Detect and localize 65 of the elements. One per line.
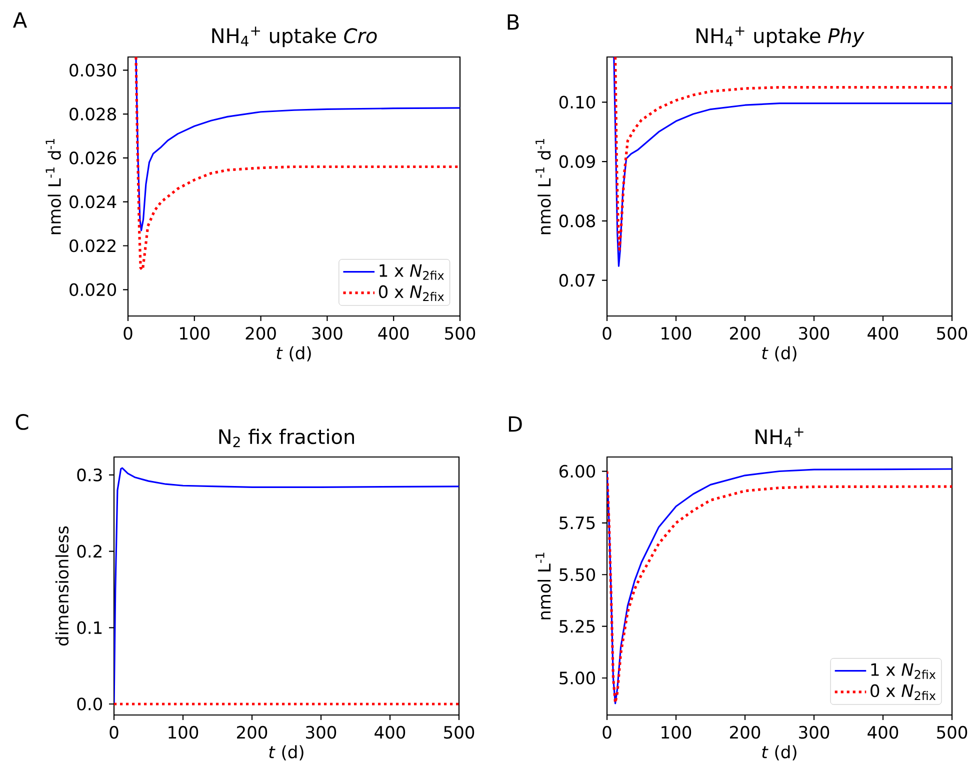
y-tick-label: 6.00	[559, 464, 596, 478]
y-tick-label: 0.3	[77, 468, 102, 482]
x-tick-label: 400	[374, 726, 406, 739]
x-tick-label: 0	[602, 326, 612, 340]
y-tick-label: 5.25	[560, 620, 595, 633]
chart-title: N$_{2}$ fix fraction	[219, 428, 354, 448]
text: A	[12, 12, 28, 28]
y-tick-label: 0.09	[559, 155, 595, 168]
x-tick-label: 500	[444, 726, 474, 739]
y-tick-label: 0.07	[559, 274, 595, 287]
x-tick-label: 0	[124, 326, 132, 340]
chart-title: NH$_{4}$$^{+}$ uptake Cro	[212, 26, 377, 48]
line-series	[114, 467, 459, 705]
legend-label: 0 x N$_{2fix}$	[870, 684, 936, 700]
x-tick-label: 200	[246, 326, 276, 340]
x-tick-label: 400	[868, 326, 898, 340]
y-tick-label: 0.022	[70, 239, 116, 252]
y-tick-label: 0.026	[70, 152, 116, 164]
y-axis-title: nmol L$^{-1}$ d$^{-1}$	[46, 138, 61, 234]
x-tick-label: 500	[937, 326, 968, 340]
x-tick-label: 200	[730, 726, 760, 739]
y-axis-title: nmol L$^{-1}$ d$^{-1}$	[536, 138, 551, 234]
x-tick-label: 100	[180, 326, 210, 340]
x-axis-title: t (d)	[762, 346, 796, 362]
y-tick-label: 0.028	[70, 108, 116, 120]
x-tick-label: 400	[378, 326, 409, 340]
text: B	[508, 14, 519, 30]
chart-title: NH$_{4}$+	[756, 428, 804, 448]
x-tick-label: 0	[110, 726, 118, 739]
y-tick-label: 5.50	[560, 568, 596, 582]
x-tick-label: 400	[868, 726, 898, 739]
x-tick-label: 200	[730, 326, 760, 340]
x-tick-label: 300	[312, 326, 342, 340]
x-axis-title: t (d)	[276, 346, 311, 362]
line-series	[135, 56, 460, 232]
x-tick-label: 500	[937, 726, 968, 739]
x-tick-label: 200	[237, 726, 268, 739]
y-tick-label: 0.020	[70, 283, 116, 296]
legend-label: 0 x N$_{2fix}$	[378, 285, 444, 301]
y-tick-label: 0.1	[77, 621, 102, 634]
x-tick-label: 100	[662, 326, 692, 340]
x-axis-title: t (d)	[269, 745, 304, 760]
x-tick-label: 300	[799, 726, 830, 739]
x-tick-label: 300	[306, 726, 336, 739]
y-tick-label: 0.024	[70, 195, 116, 208]
y-tick-label: 0.10	[559, 96, 596, 109]
y-tick-label: 5.00	[560, 672, 596, 684]
y-axis-title: nmol L$^{-1}$	[536, 552, 551, 620]
legend-label: 1 x N$_{2fix}$	[380, 264, 444, 280]
text: C	[16, 414, 28, 430]
y-tick-label: 0.030	[70, 64, 116, 77]
x-tick-label: 0	[602, 726, 612, 739]
y-tick-label: 0.2	[77, 544, 102, 558]
y-tick-label: 5.75	[560, 516, 595, 530]
text: D	[508, 416, 522, 432]
y-tick-label: 0.08	[559, 214, 595, 228]
y-axis-title: dimensionless	[55, 526, 69, 646]
y-tick-label: 0.0	[77, 698, 102, 710]
x-tick-label: 500	[445, 326, 476, 340]
x-tick-label: 100	[662, 726, 692, 739]
x-axis-title: t (d)	[762, 745, 796, 760]
x-tick-label: 300	[799, 326, 830, 340]
x-tick-label: 100	[168, 726, 198, 739]
chart-title: NH$_{4}$$^{+}$ uptake Phy	[696, 26, 864, 48]
legend-label: 1 x N$_{2fix}$	[871, 663, 936, 679]
